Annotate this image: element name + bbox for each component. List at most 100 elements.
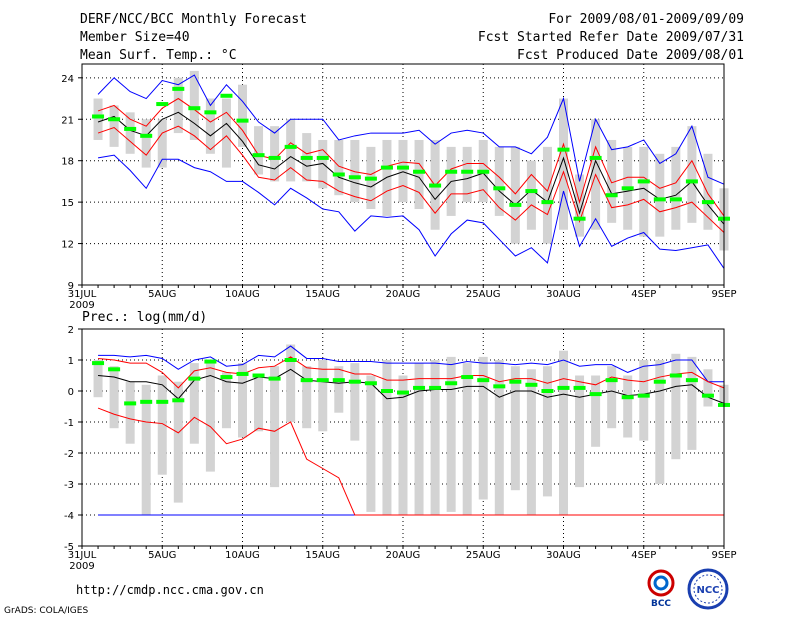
temp-box: [109, 105, 119, 147]
prec-median-mark: [653, 379, 666, 384]
prec-median-mark: [92, 361, 105, 366]
temp-median-mark: [156, 102, 169, 107]
prec-ytick-label: 1: [68, 356, 74, 367]
temp-median-mark: [541, 200, 554, 205]
grads-credit: GrADS: COLA/IGES: [4, 606, 89, 616]
prec-median-mark: [621, 395, 634, 400]
prec-median-mark: [477, 378, 490, 383]
temp-median-mark: [653, 197, 666, 202]
prec-median-mark: [573, 385, 586, 390]
prec-box: [205, 360, 215, 472]
temp-box: [494, 146, 504, 216]
temp-upper-line: [97, 97, 725, 217]
temp-box: [639, 146, 649, 237]
prec-box: [703, 369, 713, 407]
temp-box: [189, 70, 199, 140]
temp-median-mark: [92, 114, 105, 119]
prec-median-mark: [557, 385, 570, 390]
prec-lower-line: [97, 407, 724, 516]
prec-median-mark: [509, 379, 522, 384]
temp-min-line: [97, 154, 725, 269]
prec-xtick-label: 5AUG: [148, 550, 176, 561]
produced-date: Fcst Produced Date 2009/08/01: [517, 48, 744, 63]
temp-median-mark: [413, 169, 426, 174]
temp-box: [607, 139, 617, 223]
bcc-logo-text: BCC: [651, 599, 671, 608]
temp-box: [270, 126, 280, 182]
prec-median-mark: [316, 378, 329, 383]
member-size-label: Member Size=40: [80, 30, 190, 45]
prec-box: [607, 366, 617, 429]
prec-median-mark: [493, 384, 506, 389]
temp-median-mark: [477, 169, 490, 174]
prec-box: [398, 375, 408, 515]
temp-box: [141, 119, 151, 168]
temp-box: [671, 146, 681, 230]
temp-box: [703, 153, 713, 230]
prec-panel-title: Prec.: log(mm/d): [82, 310, 207, 325]
prec-median-mark: [445, 381, 458, 386]
ncc-logo-icon: NCC: [687, 568, 729, 610]
temp-median-mark: [188, 106, 201, 111]
temp-median-mark: [685, 179, 698, 184]
prec-box: [125, 381, 135, 444]
temp-box: [655, 153, 665, 237]
prec-box: [494, 360, 504, 515]
temp-xtick-label: 15AUG: [305, 289, 340, 300]
temp-box: [414, 139, 424, 210]
temp-box: [318, 139, 328, 189]
temp-median-mark: [140, 133, 153, 138]
temp-median-mark: [493, 186, 506, 191]
prec-box: [687, 356, 697, 450]
temp-median-mark: [220, 93, 233, 98]
temp-median-mark: [509, 202, 522, 207]
prec-box: [93, 360, 103, 398]
temp-median-mark: [108, 117, 121, 122]
prec-box: [141, 384, 151, 515]
prec-box: [639, 360, 649, 441]
temp-box: [526, 160, 536, 230]
prec-median-mark: [413, 385, 426, 390]
prec-median-mark: [284, 358, 297, 362]
prec-median-mark: [701, 393, 714, 398]
temp-median-mark: [605, 193, 618, 198]
prec-median-mark: [300, 378, 313, 383]
temp-box: [350, 139, 360, 203]
prec-box: [623, 375, 633, 438]
prec-median-mark: [669, 373, 682, 378]
temp-median-mark: [461, 169, 474, 174]
prec-median-mark: [236, 371, 249, 376]
temp-xtick-label: 20AUG: [386, 289, 421, 300]
temp-box: [205, 98, 215, 154]
prec-median-mark: [364, 381, 377, 386]
temp-xtick-label: 31JUL: [68, 289, 97, 300]
temp-median-mark: [284, 144, 297, 149]
prec-median-mark: [156, 399, 169, 404]
temp-median-mark: [380, 165, 393, 170]
prec-box: [157, 375, 167, 475]
temp-box: [575, 174, 585, 237]
prec-median-mark: [172, 398, 185, 403]
temp-median-mark: [332, 172, 345, 177]
temp-xtick-label: 30AUG: [546, 289, 581, 300]
temp-box: [286, 119, 296, 182]
prec-median-mark: [108, 367, 121, 372]
prec-box: [350, 363, 360, 441]
prec-median-mark: [348, 379, 361, 384]
prec-median-mark: [380, 389, 393, 393]
bcc-logo-icon: BCC: [647, 569, 675, 608]
temp-ytick-label: 18: [61, 157, 74, 168]
prec-box: [382, 360, 392, 515]
temp-box: [334, 139, 344, 196]
prec-ytick-label: -5: [64, 542, 74, 553]
prec-median-mark: [397, 390, 409, 395]
prec-box: [430, 360, 440, 515]
source-url[interactable]: http://cmdp.ncc.cma.gov.cn: [76, 583, 264, 597]
prec-ytick-label: -2: [64, 449, 74, 460]
temp-median-mark: [589, 155, 602, 160]
prec-median-mark: [204, 359, 217, 364]
prec-ytick-label: -4: [64, 511, 74, 522]
refer-date: Fcst Started Refer Date 2009/07/31: [477, 30, 744, 45]
prec-median-mark: [124, 401, 137, 406]
temp-median-mark: [172, 86, 185, 91]
